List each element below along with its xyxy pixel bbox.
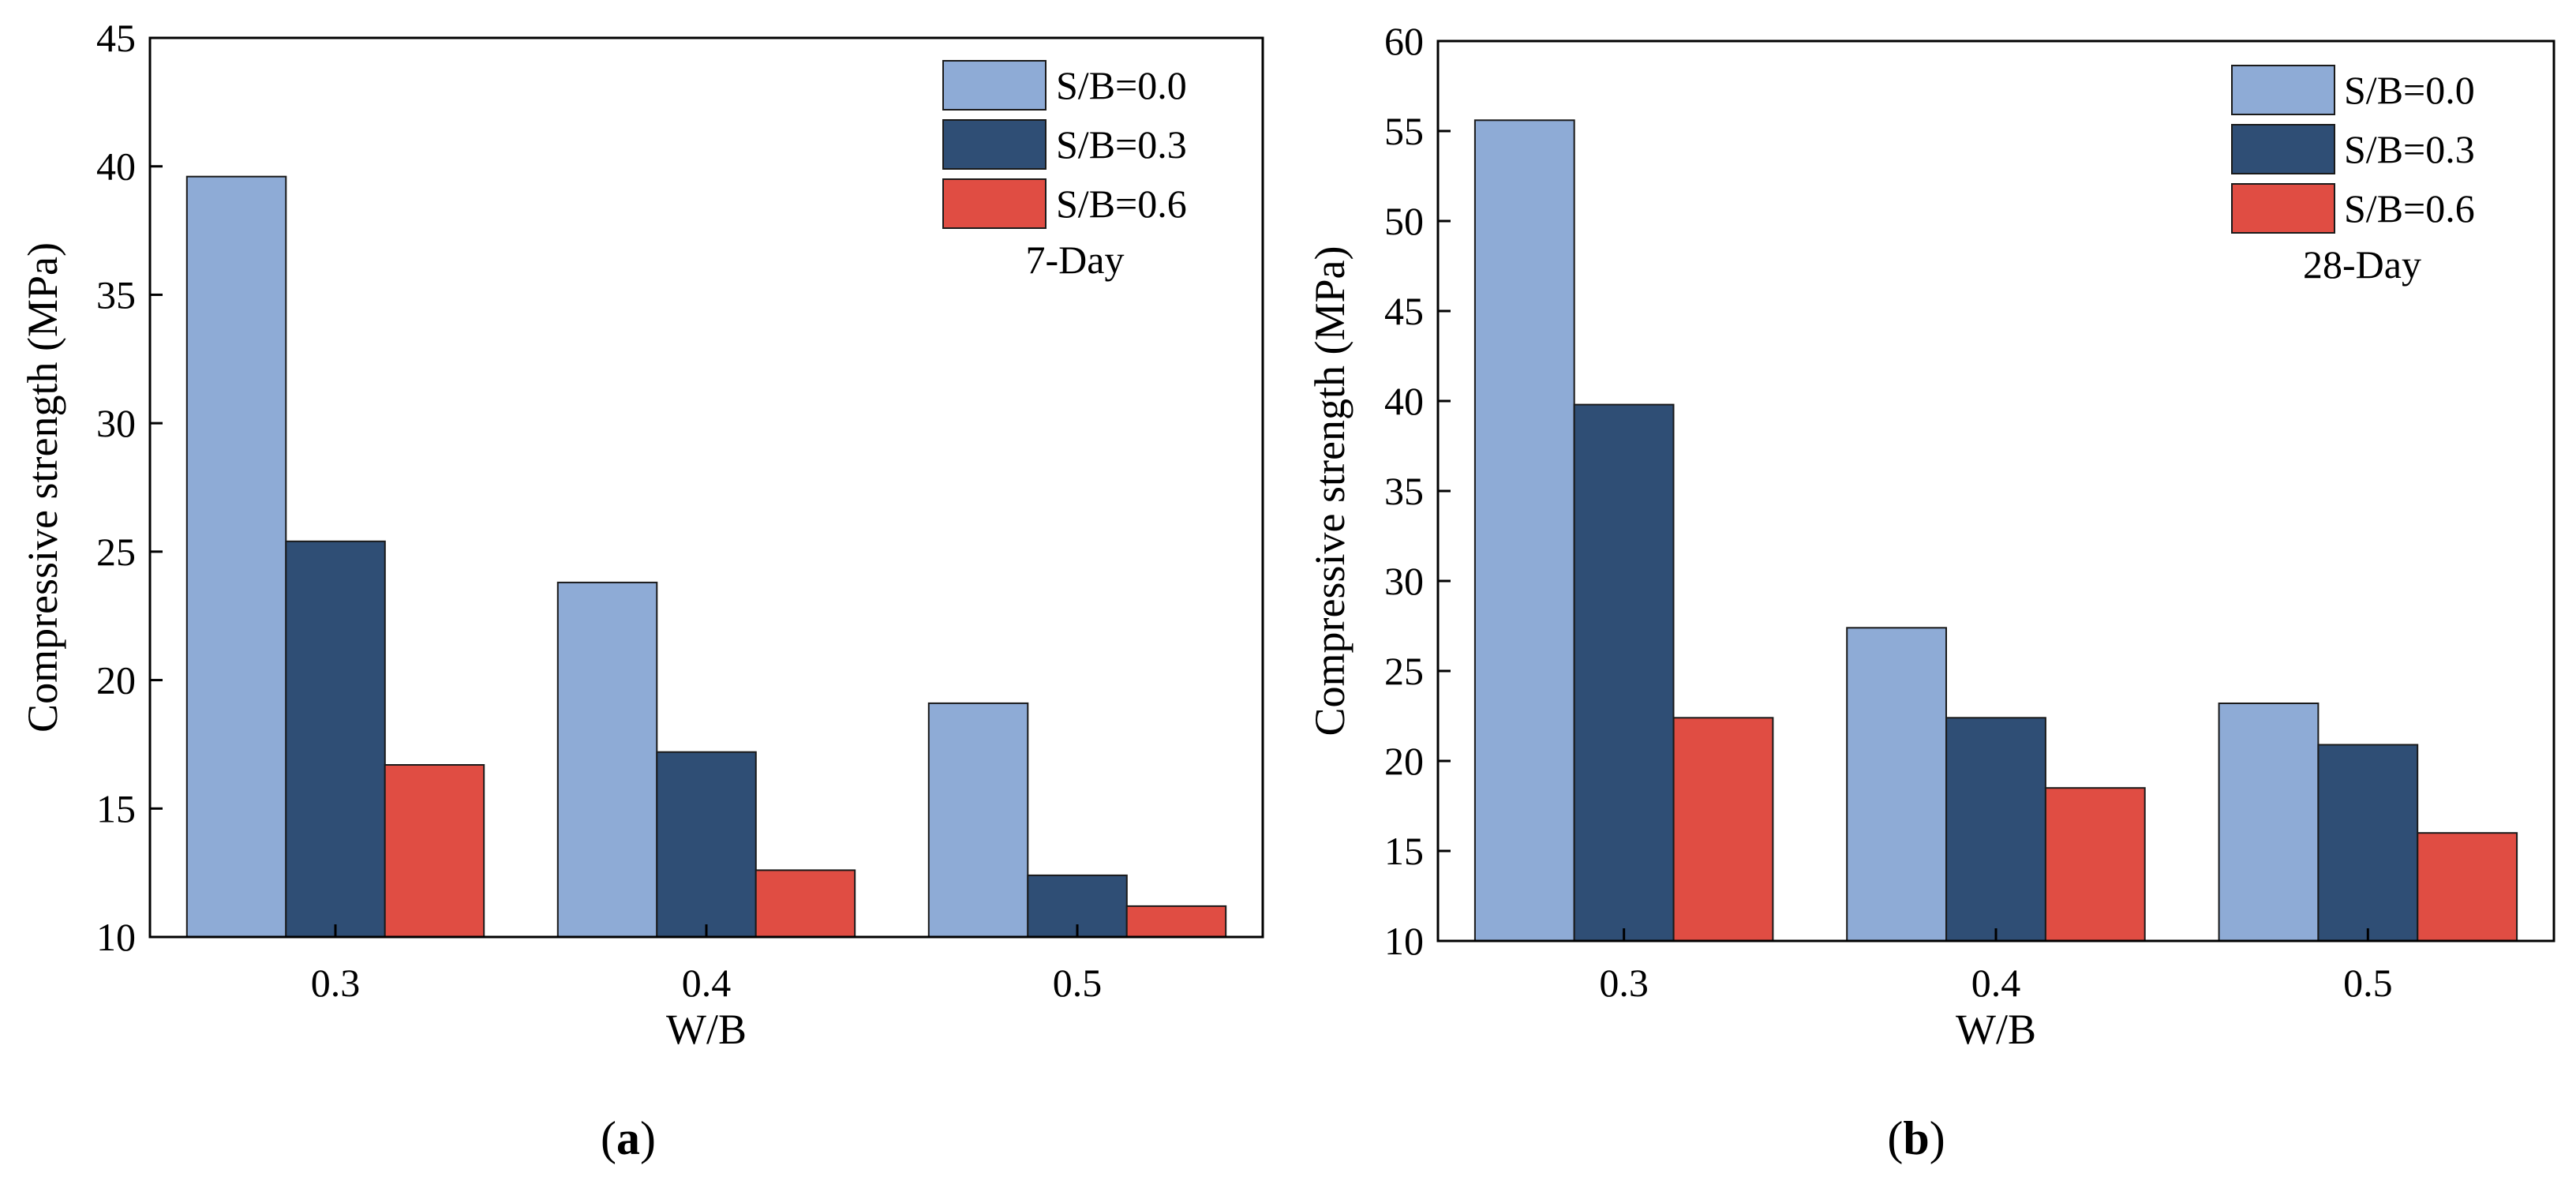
panel-a-x-tick-label-0.4: 0.4	[682, 961, 732, 1005]
panel-a-y-tick-label-40: 40	[96, 144, 136, 189]
panel-b-bar-S/B=0.6-wb-0.3	[1672, 717, 1774, 942]
panel-b-y-tick-label-25: 25	[1384, 649, 1424, 693]
panel-b-y-tick-label-20: 20	[1384, 739, 1424, 783]
panel-a-bar-S/B=0.0-wb-0.4	[556, 581, 658, 939]
panel-b-chart: 10 15 20 25 30 35 40 45 50 55 60 0.3 0.4 0.5 W/B Compre…	[1306, 19, 2555, 1053]
panel-a-x-axis-title: W/B	[666, 1006, 747, 1053]
panel-b-bar-S/B=0.0-wb-0.5	[2218, 703, 2320, 942]
panel-a-legend-swatch-0	[942, 60, 1046, 111]
panel-b-y-tick-label-15: 15	[1384, 829, 1424, 873]
panel-a-label-close: )	[640, 1112, 656, 1164]
panel-a-label-open: (	[601, 1112, 616, 1164]
panel-a-y-tick-label-10: 10	[96, 915, 136, 959]
panel-b-bar-S/B=0.0-wb-0.4	[1846, 627, 1947, 942]
panel-a-bar-S/B=0.0-wb-0.3	[185, 175, 287, 938]
panel-b-label: (b)	[1887, 1112, 1945, 1164]
panel-b-legend-swatch-1	[2231, 124, 2335, 174]
panel-b-y-tick-label-50: 50	[1384, 199, 1424, 243]
panel-a-y-tick-label-20: 20	[96, 658, 136, 703]
panel-b-legend-label-0: S/B=0.0	[2344, 68, 2475, 112]
panel-a-legend-swatch-1	[942, 119, 1046, 170]
panel-a-legend-swatch-2	[942, 178, 1046, 229]
panel-b-label-close: )	[1930, 1112, 1945, 1164]
panel-b-y-tick-label-45: 45	[1384, 289, 1424, 333]
panel-a-bar-S/B=0.6-wb-0.5	[1125, 905, 1227, 939]
panel-a-x-tick-label-0.3: 0.3	[311, 961, 361, 1005]
panel-a-x-tick-label-0.5: 0.5	[1053, 961, 1103, 1005]
panel-a-legend-label-2: S/B=0.6	[1056, 182, 1187, 226]
panel-b-y-tick-label-40: 40	[1384, 379, 1424, 423]
panel-a-bar-S/B=0.0-wb-0.5	[927, 702, 1029, 939]
panel-b-bar-S/B=0.3-wb-0.4	[1945, 717, 2046, 942]
panel-b-bar-S/B=0.0-wb-0.3	[1473, 119, 1575, 942]
panel-a-y-tick-label-30: 30	[96, 401, 136, 445]
panel-a-label: (a)	[601, 1112, 656, 1164]
panel-b-x-axis-title: W/B	[1956, 1006, 2036, 1053]
panel-a-legend-label-1: S/B=0.3	[1056, 122, 1187, 167]
panel-b-legend-swatch-0	[2231, 65, 2335, 115]
panel-a-bar-S/B=0.6-wb-0.3	[384, 764, 485, 938]
panel-a-y-tick-label-45: 45	[96, 16, 136, 60]
panel-b-x-tick-label-0.5: 0.5	[2343, 961, 2393, 1005]
panel-a-y-tick-label-15: 15	[96, 786, 136, 830]
panel-a-y-tick-label-35: 35	[96, 272, 136, 317]
panel-b-legend-label-2: S/B=0.6	[2344, 186, 2475, 230]
panel-b-age-annotation: 28-Day	[2303, 242, 2421, 287]
panel-b-y-axis-title: Compressive strength (MPa)	[1306, 246, 1354, 736]
panel-b-bar-S/B=0.6-wb-0.5	[2417, 832, 2518, 942]
panel-b-bar-S/B=0.3-wb-0.5	[2317, 744, 2419, 942]
panel-b-y-tick-label-35: 35	[1384, 469, 1424, 513]
panel-b-bar-S/B=0.6-wb-0.4	[2044, 787, 2146, 943]
panel-a-legend-label-0: S/B=0.0	[1056, 63, 1187, 107]
panel-a-bar-S/B=0.3-wb-0.3	[285, 540, 386, 938]
panel-b-x-tick-label-0.4: 0.4	[1971, 961, 2021, 1005]
panel-b-x-tick-label-0.3: 0.3	[1599, 961, 1649, 1005]
panel-a-y-axis-title: Compressive strength (MPa)	[19, 242, 66, 733]
panel-a-label-letter: a	[616, 1112, 640, 1164]
panel-b-y-tick-label-10: 10	[1384, 919, 1424, 963]
panel-b-y-tick-label-30: 30	[1384, 559, 1424, 603]
panel-a-bar-S/B=0.3-wb-0.4	[656, 751, 757, 939]
panel-b-y-tick-label-60: 60	[1384, 19, 1424, 63]
panel-a-bar-S/B=0.6-wb-0.4	[754, 869, 856, 939]
panel-b-label-letter: b	[1903, 1112, 1929, 1164]
panel-b-legend-label-1: S/B=0.3	[2344, 127, 2475, 171]
panel-b-bar-S/B=0.3-wb-0.3	[1573, 403, 1675, 942]
panel-a-age-annotation: 7-Day	[1026, 238, 1125, 282]
panel-b-legend-swatch-2	[2231, 183, 2335, 234]
panel-a-y-tick-label-25: 25	[96, 530, 136, 574]
panel-b-y-tick-label-55: 55	[1384, 109, 1424, 153]
panel-b-label-open: (	[1887, 1112, 1903, 1164]
panel-a-chart: 10 15 20 25 30 35 40 45 0.3 0.4 0.5 W/B Compressive …	[19, 16, 1264, 1053]
